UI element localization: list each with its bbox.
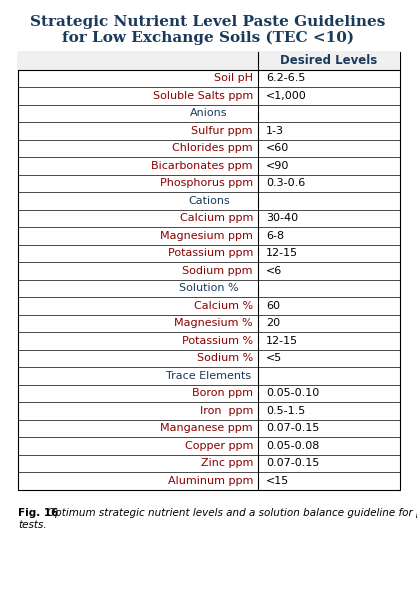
Text: 0.07-0.15: 0.07-0.15 <box>266 423 319 433</box>
Text: Trace Elements: Trace Elements <box>166 371 251 381</box>
Text: Iron  ppm: Iron ppm <box>200 406 253 416</box>
Text: Manganese ppm: Manganese ppm <box>161 423 253 433</box>
Text: Optimum strategic nutrient levels and a solution balance guideline for paste: Optimum strategic nutrient levels and a … <box>47 507 417 517</box>
Text: Desired Levels: Desired Levels <box>280 54 378 67</box>
Text: <6: <6 <box>266 266 282 276</box>
Text: Chlorides ppm: Chlorides ppm <box>172 143 253 153</box>
Text: 0.05-0.08: 0.05-0.08 <box>266 441 319 451</box>
Text: 1-3: 1-3 <box>266 125 284 136</box>
Text: 30-40: 30-40 <box>266 213 298 223</box>
Text: for Low Exchange Soils (TEC <10): for Low Exchange Soils (TEC <10) <box>62 31 354 46</box>
Text: tests.: tests. <box>18 520 47 530</box>
Text: 60: 60 <box>266 301 280 311</box>
Text: Potassium %: Potassium % <box>182 336 253 346</box>
Text: Calcium %: Calcium % <box>194 301 253 311</box>
Text: Cations: Cations <box>188 196 230 206</box>
Text: <5: <5 <box>266 353 282 363</box>
Text: <90: <90 <box>266 161 289 171</box>
Text: Sodium %: Sodium % <box>197 353 253 363</box>
Text: 6-8: 6-8 <box>266 231 284 240</box>
Text: Strategic Nutrient Level Paste Guidelines: Strategic Nutrient Level Paste Guideline… <box>30 15 386 29</box>
Text: Soluble Salts ppm: Soluble Salts ppm <box>153 91 253 101</box>
Text: Anions: Anions <box>190 108 228 118</box>
Text: Phosphorus ppm: Phosphorus ppm <box>160 178 253 188</box>
Text: 20: 20 <box>266 318 280 328</box>
Text: Sulfur ppm: Sulfur ppm <box>191 125 253 136</box>
Text: Solution %: Solution % <box>179 284 239 293</box>
Text: 12-15: 12-15 <box>266 248 298 258</box>
Text: Bicarbonates ppm: Bicarbonates ppm <box>151 161 253 171</box>
Text: Magnesium %: Magnesium % <box>174 318 253 328</box>
Text: Magnesium ppm: Magnesium ppm <box>160 231 253 240</box>
Text: Sodium ppm: Sodium ppm <box>183 266 253 276</box>
Text: <1,000: <1,000 <box>266 91 307 101</box>
Bar <box>18 52 400 69</box>
Text: Potassium ppm: Potassium ppm <box>168 248 253 258</box>
Text: Copper ppm: Copper ppm <box>185 441 253 451</box>
Text: Fig. 16: Fig. 16 <box>18 507 62 517</box>
Text: 0.07-0.15: 0.07-0.15 <box>266 458 319 468</box>
Text: <60: <60 <box>266 143 289 153</box>
Text: Boron ppm: Boron ppm <box>192 388 253 399</box>
Text: 12-15: 12-15 <box>266 336 298 346</box>
Text: Calcium ppm: Calcium ppm <box>180 213 253 223</box>
Text: Zinc ppm: Zinc ppm <box>201 458 253 468</box>
Text: 6.2-6.5: 6.2-6.5 <box>266 73 305 83</box>
Text: 0.3-0.6: 0.3-0.6 <box>266 178 305 188</box>
Text: Aluminum ppm: Aluminum ppm <box>168 476 253 486</box>
Text: 0.5-1.5: 0.5-1.5 <box>266 406 305 416</box>
Bar <box>18 52 400 490</box>
Text: <15: <15 <box>266 476 289 486</box>
Text: Soil pH: Soil pH <box>214 73 253 83</box>
Text: 0.05-0.10: 0.05-0.10 <box>266 388 319 399</box>
